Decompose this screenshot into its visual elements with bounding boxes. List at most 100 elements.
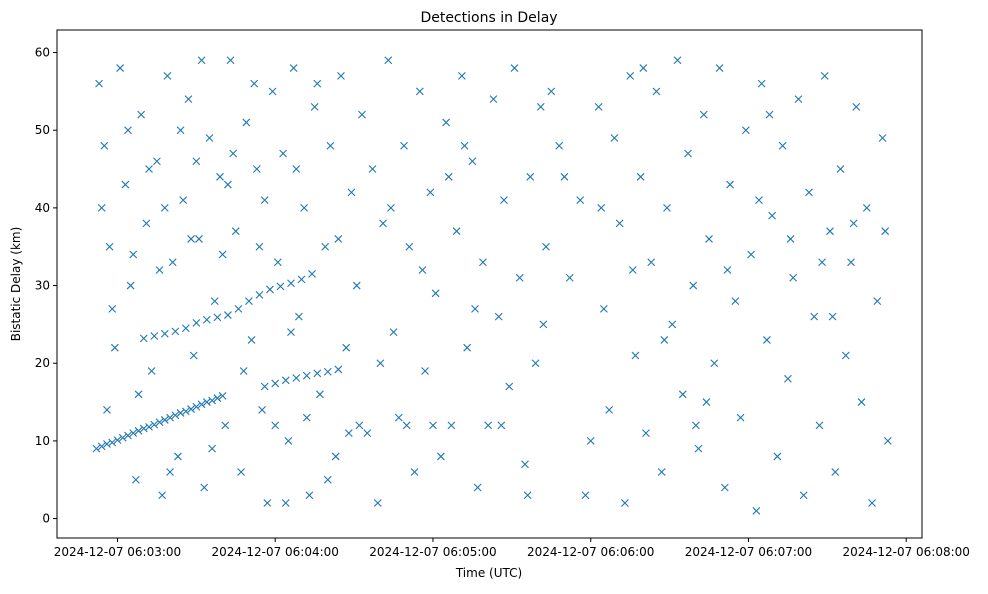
data-point <box>610 134 619 142</box>
data-point <box>168 258 177 267</box>
data-point <box>881 227 890 236</box>
data-point <box>208 444 217 453</box>
data-point <box>402 421 411 430</box>
data-point <box>316 390 324 399</box>
data-point <box>565 273 574 282</box>
data-point <box>323 475 332 484</box>
data-point <box>145 423 153 431</box>
data-point <box>181 407 190 416</box>
x-tick-label: 2024-12-07 06:03:00 <box>54 545 181 559</box>
data-point <box>108 438 117 447</box>
data-point <box>794 95 803 104</box>
data-point <box>160 329 169 338</box>
data-point <box>599 304 608 313</box>
data-point <box>139 334 148 343</box>
data-point <box>184 95 193 104</box>
data-point <box>752 506 761 515</box>
data-point <box>276 282 285 291</box>
data-point <box>271 379 280 388</box>
data-points <box>92 56 892 515</box>
data-point <box>699 110 708 119</box>
data-point <box>660 336 669 344</box>
data-point <box>337 71 345 80</box>
data-point <box>615 219 624 228</box>
data-point <box>444 172 453 181</box>
data-point <box>394 413 403 422</box>
data-point <box>810 312 819 321</box>
data-point <box>297 275 306 284</box>
data-point <box>873 297 882 305</box>
data-point <box>799 491 808 500</box>
data-point <box>755 196 763 204</box>
data-point <box>231 227 240 236</box>
data-point <box>331 452 340 461</box>
data-point <box>153 157 161 166</box>
data-point <box>555 141 564 150</box>
data-point <box>187 405 195 413</box>
data-point <box>192 157 201 166</box>
data-point <box>226 56 235 65</box>
data-point <box>705 235 713 243</box>
data-point <box>103 440 111 448</box>
data-point <box>95 79 103 88</box>
data-point <box>334 235 343 243</box>
data-point <box>639 64 648 72</box>
data-point <box>458 71 466 80</box>
data-point <box>289 64 298 72</box>
data-point <box>668 320 677 329</box>
data-point <box>284 437 293 445</box>
data-point <box>205 134 214 142</box>
x-axis-ticks: 2024-12-07 06:03:00 2024-12-07 06:04:00 20… <box>54 538 970 559</box>
data-point <box>202 398 211 406</box>
data-point <box>489 95 498 104</box>
data-point <box>358 110 366 119</box>
data-point <box>786 235 795 243</box>
data-point <box>542 242 550 251</box>
data-point <box>363 429 372 438</box>
data-point <box>160 203 169 212</box>
data-point <box>852 103 861 111</box>
data-point <box>586 437 595 445</box>
data-point <box>400 141 408 150</box>
data-point <box>118 433 127 442</box>
data-point <box>741 126 750 135</box>
data-point <box>652 87 661 96</box>
data-point <box>145 165 153 173</box>
data-point <box>97 203 106 212</box>
data-point <box>239 367 248 375</box>
data-point <box>384 56 393 65</box>
data-point <box>418 266 427 274</box>
data-point <box>155 266 164 274</box>
data-point <box>368 165 377 173</box>
data-point <box>137 110 146 119</box>
data-point <box>300 203 309 212</box>
data-point <box>292 374 301 382</box>
y-tick-label: 30 <box>35 279 50 293</box>
x-tick-label: 2024-12-07 06:07:00 <box>685 545 812 559</box>
y-tick-label: 0 <box>42 512 50 526</box>
data-point <box>176 126 185 135</box>
data-point <box>263 499 272 507</box>
data-point <box>192 318 201 327</box>
data-point <box>218 250 227 259</box>
data-point <box>818 258 826 267</box>
data-point <box>126 281 135 290</box>
data-point <box>260 382 269 391</box>
data-point <box>160 416 169 424</box>
data-point <box>294 312 303 321</box>
data-point <box>100 141 109 150</box>
data-point <box>213 313 222 322</box>
data-point <box>216 172 224 181</box>
data-point <box>720 483 729 492</box>
data-point <box>883 437 892 445</box>
data-point <box>694 444 703 453</box>
y-axis-label: Bistatic Delay (km) <box>9 227 23 342</box>
data-point <box>105 242 114 251</box>
data-point <box>431 289 440 298</box>
data-point <box>237 468 245 476</box>
data-point <box>436 452 445 461</box>
data-point <box>234 304 243 313</box>
data-point <box>242 118 251 127</box>
data-point <box>321 242 330 251</box>
